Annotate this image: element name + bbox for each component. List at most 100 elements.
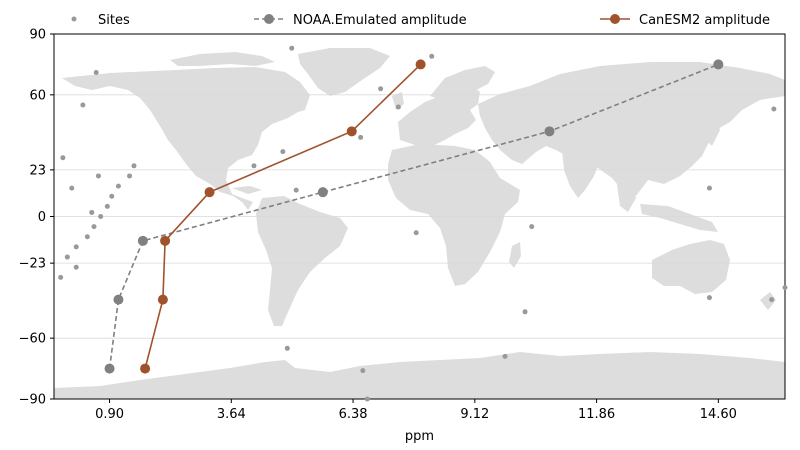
site-point (395, 104, 401, 110)
x-tick-label: 14.60 (700, 407, 737, 422)
north-america-landmass (62, 67, 310, 210)
site-point (64, 254, 70, 260)
scandinavia-landmass (430, 66, 495, 102)
noaa-point (137, 235, 148, 246)
site-point (95, 173, 101, 179)
uk-landmass (392, 92, 404, 110)
legend-marker-canesm (610, 14, 620, 24)
noaa-series (104, 59, 724, 374)
site-point (502, 353, 508, 359)
noaa-point (544, 126, 555, 137)
site-point (80, 102, 86, 108)
legend: Sites NOAA.Emulated amplitude CanESM2 am… (71, 13, 770, 28)
site-point (293, 187, 299, 193)
site-point (706, 295, 712, 301)
x-axis-label: ppm (405, 429, 434, 444)
site-point (251, 163, 257, 169)
india-landmass (562, 150, 600, 198)
legend-marker-sites (71, 16, 77, 22)
legend-item-noaa: NOAA.Emulated amplitude (254, 13, 467, 28)
noaa-point (104, 363, 115, 374)
site-point (89, 209, 95, 215)
noaa-point (713, 59, 724, 70)
canesm-point (346, 126, 357, 137)
x-tick-label: 11.86 (578, 407, 615, 422)
new-zealand-landmass (760, 292, 776, 310)
noaa-point (113, 294, 124, 305)
site-point (109, 193, 115, 199)
south-america-landmass (256, 196, 348, 326)
greenland-landmass (298, 48, 390, 96)
legend-item-sites: Sites (71, 13, 130, 28)
x-tick-label: 0.90 (95, 407, 124, 422)
legend-label-sites: Sites (98, 13, 130, 28)
y-tick-label: −90 (19, 393, 46, 408)
site-point (93, 70, 99, 76)
y-tick-label: −23 (19, 257, 46, 272)
caribbean-landmass (232, 186, 262, 194)
site-point (706, 185, 712, 191)
site-point (360, 368, 366, 374)
site-point (104, 203, 110, 209)
site-point (522, 309, 528, 315)
canesm-point (415, 59, 426, 70)
x-tick-label: 3.64 (217, 407, 246, 422)
site-point (413, 230, 419, 236)
canesm-point (157, 294, 168, 305)
y-tick-label: 0 (38, 210, 46, 225)
x-tick-label: 6.38 (339, 407, 368, 422)
legend-item-canesm: CanESM2 amplitude (600, 13, 770, 28)
site-point (782, 284, 788, 290)
canesm-point (160, 235, 171, 246)
world-map-background (54, 48, 785, 399)
australia-landmass (652, 240, 730, 294)
site-point (358, 134, 364, 140)
gridlines (54, 94, 785, 339)
africa-landmass (388, 144, 520, 286)
site-point (127, 173, 133, 179)
x-axis-ticks: 0.90 3.64 6.38 9.12 11.86 14.60 (95, 399, 737, 422)
site-point (84, 234, 90, 240)
site-point (529, 224, 535, 230)
legend-marker-noaa (264, 14, 274, 24)
canesm-point (140, 363, 151, 374)
site-point (69, 185, 75, 191)
y-tick-label: 90 (29, 28, 46, 43)
southeast-asia-landmass (616, 176, 636, 212)
europe-landmass (398, 84, 480, 146)
canesm-point (204, 187, 215, 198)
site-point (73, 264, 79, 270)
legend-label-canesm: CanESM2 amplitude (639, 13, 770, 28)
site-point (58, 274, 64, 280)
site-point (115, 183, 121, 189)
legend-label-noaa: NOAA.Emulated amplitude (293, 13, 467, 28)
site-point (284, 345, 290, 351)
x-tick-label: 9.12 (460, 407, 489, 422)
canesm-series (140, 59, 426, 374)
noaa-point (317, 187, 328, 198)
site-point (429, 53, 435, 59)
site-point (280, 149, 286, 155)
site-point (131, 163, 137, 169)
asia-landmass (478, 62, 785, 196)
noaa-line (108, 63, 719, 369)
arctic-islands-landmass (170, 52, 275, 66)
y-axis-ticks: 90 60 23 0 −23 −60 −90 (19, 28, 54, 408)
site-point (771, 106, 777, 112)
sites-series (58, 45, 788, 402)
y-tick-label: 60 (29, 88, 46, 103)
site-point (769, 297, 775, 303)
antarctica-landmass (54, 352, 785, 399)
site-point (98, 214, 104, 219)
site-point (73, 244, 79, 250)
site-point (289, 45, 295, 51)
japan-landmass (706, 118, 720, 146)
y-tick-label: −60 (19, 332, 46, 347)
canesm-line (144, 63, 422, 369)
y-tick-label: 23 (29, 163, 46, 178)
site-point (378, 86, 384, 92)
madagascar-landmass (509, 242, 521, 268)
site-point (91, 224, 97, 230)
site-point (364, 396, 370, 402)
